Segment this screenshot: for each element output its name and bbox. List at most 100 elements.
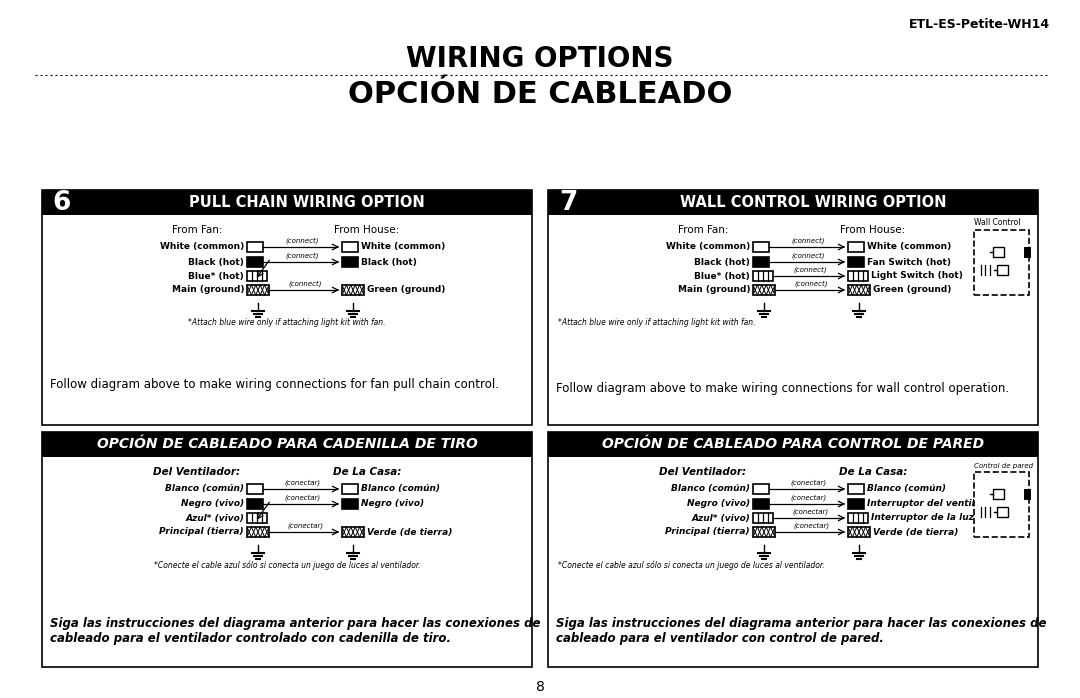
Text: Blanco (común): Blanco (común): [867, 484, 946, 493]
Text: OPCIÓN DE CABLEADO: OPCIÓN DE CABLEADO: [348, 80, 732, 109]
Bar: [548, 432, 1038, 457]
Bar: [42, 432, 532, 457]
Bar: [753, 285, 775, 295]
Text: OPCIÓN DE CABLEADO PARA CADENILLA DE TIRO: OPCIÓN DE CABLEADO PARA CADENILLA DE TIR…: [96, 438, 477, 452]
Text: White (common): White (common): [160, 242, 244, 251]
Text: (connect): (connect): [792, 253, 825, 259]
Text: Negro (vivo): Negro (vivo): [180, 500, 244, 509]
Text: Green (ground): Green (ground): [367, 285, 445, 295]
Text: Interruptor del ventilador (vivo): Interruptor del ventilador (vivo): [867, 500, 1030, 509]
Text: Main (ground): Main (ground): [677, 285, 750, 295]
Bar: [848, 527, 870, 537]
Bar: [588, 190, 1038, 215]
Bar: [976, 507, 994, 517]
Bar: [247, 499, 264, 509]
Bar: [342, 257, 357, 267]
Bar: [848, 242, 864, 252]
Text: Interruptor de la luz (vivo): Interruptor de la luz (vivo): [870, 514, 1007, 523]
Text: De La Casa:: De La Casa:: [333, 467, 401, 477]
Text: Azul* (vivo): Azul* (vivo): [185, 514, 244, 523]
Bar: [247, 527, 269, 537]
Text: Siga las instrucciones del diagrama anterior para hacer las conexiones de: Siga las instrucciones del diagrama ante…: [50, 617, 540, 630]
Bar: [247, 513, 267, 523]
Bar: [342, 484, 357, 494]
Text: Blanco (común): Blanco (común): [671, 484, 750, 493]
Text: White (common): White (common): [665, 242, 750, 251]
Text: Follow diagram above to make wiring connections for fan pull chain control.: Follow diagram above to make wiring conn…: [50, 378, 499, 391]
Text: (connect): (connect): [795, 281, 828, 287]
Text: (conectar): (conectar): [794, 522, 829, 529]
Text: Main (ground): Main (ground): [172, 285, 244, 295]
Text: Fan Switch (hot): Fan Switch (hot): [867, 258, 951, 267]
Text: White (common): White (common): [361, 242, 445, 251]
Text: (conectar): (conectar): [284, 480, 321, 486]
Bar: [342, 499, 357, 509]
Text: (connect): (connect): [794, 267, 827, 273]
Text: Blue* (hot): Blue* (hot): [188, 272, 244, 281]
Text: 7: 7: [558, 189, 577, 216]
Bar: [548, 190, 1038, 425]
Text: (conectar): (conectar): [793, 508, 828, 515]
Bar: [82, 190, 532, 215]
Text: 8: 8: [536, 680, 544, 694]
Text: (connect): (connect): [792, 237, 825, 244]
Bar: [848, 271, 868, 281]
Text: Control de pared: Control de pared: [974, 463, 1034, 469]
Bar: [997, 507, 1008, 517]
Text: *Attach blue wire only if attaching light kit with fan.: *Attach blue wire only if attaching ligh…: [558, 318, 756, 327]
Text: Black (hot): Black (hot): [694, 258, 750, 267]
Text: (conectar): (conectar): [791, 480, 826, 486]
Bar: [247, 271, 267, 281]
Text: cableado para el ventilador controlado con cadenilla de tiro.: cableado para el ventilador controlado c…: [50, 632, 451, 645]
Text: 6: 6: [53, 189, 71, 216]
Bar: [848, 484, 864, 494]
Bar: [976, 265, 994, 275]
Text: From Fan:: From Fan:: [172, 225, 222, 235]
Text: Del Ventilador:: Del Ventilador:: [660, 467, 746, 477]
Bar: [976, 247, 990, 257]
Text: OPCIÓN DE CABLEADO PARA CONTROL DE PARED: OPCIÓN DE CABLEADO PARA CONTROL DE PARED: [602, 438, 984, 452]
Bar: [976, 489, 990, 499]
Text: (connect): (connect): [288, 281, 322, 287]
Bar: [974, 230, 1029, 295]
Text: Principal (tierra): Principal (tierra): [160, 528, 244, 537]
Bar: [753, 513, 773, 523]
Text: Wall Control: Wall Control: [974, 218, 1021, 227]
Text: (conectar): (conectar): [287, 522, 324, 529]
Text: ETL-ES-Petite-WH14: ETL-ES-Petite-WH14: [909, 18, 1050, 31]
Bar: [974, 472, 1029, 537]
Text: Blue* (hot): Blue* (hot): [694, 272, 750, 281]
Bar: [247, 285, 269, 295]
Bar: [42, 432, 532, 667]
Bar: [753, 271, 773, 281]
Text: Negro (vivo): Negro (vivo): [361, 500, 424, 509]
Text: Azul* (vivo): Azul* (vivo): [691, 514, 750, 523]
Text: Blanco (común): Blanco (común): [165, 484, 244, 493]
Text: From House:: From House:: [840, 225, 906, 235]
Text: Verde (de tierra): Verde (de tierra): [873, 528, 958, 537]
Bar: [993, 247, 1004, 257]
Bar: [997, 265, 1008, 275]
Text: Del Ventilador:: Del Ventilador:: [153, 467, 241, 477]
Bar: [247, 257, 264, 267]
Bar: [753, 257, 769, 267]
Bar: [342, 285, 364, 295]
Text: Principal (tierra): Principal (tierra): [665, 528, 750, 537]
Text: WALL CONTROL WIRING OPTION: WALL CONTROL WIRING OPTION: [679, 195, 946, 210]
Bar: [753, 499, 769, 509]
Bar: [993, 489, 1004, 499]
Bar: [548, 432, 1038, 667]
Text: Green (ground): Green (ground): [873, 285, 951, 295]
Text: (conectar): (conectar): [791, 494, 826, 501]
Bar: [848, 513, 868, 523]
Bar: [42, 190, 82, 215]
Bar: [848, 285, 870, 295]
Text: White (common): White (common): [867, 242, 951, 251]
Text: (connect): (connect): [286, 253, 320, 259]
Text: De La Casa:: De La Casa:: [839, 467, 907, 477]
Text: Black (hot): Black (hot): [188, 258, 244, 267]
Text: WIRING OPTIONS: WIRING OPTIONS: [406, 45, 674, 73]
Text: Siga las instrucciones del diagrama anterior para hacer las conexiones de: Siga las instrucciones del diagrama ante…: [556, 617, 1047, 630]
Text: *Conecte el cable azul sólo si conecta un juego de luces al ventilador.: *Conecte el cable azul sólo si conecta u…: [153, 560, 420, 570]
Bar: [342, 527, 364, 537]
